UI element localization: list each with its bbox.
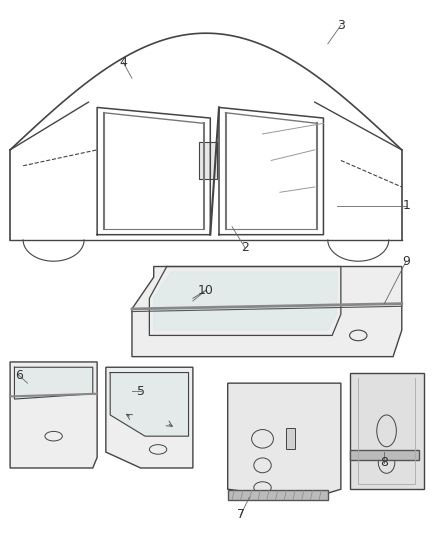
Polygon shape bbox=[132, 266, 402, 357]
Polygon shape bbox=[106, 367, 193, 468]
Polygon shape bbox=[110, 373, 188, 436]
Polygon shape bbox=[228, 383, 341, 500]
Text: 5: 5 bbox=[137, 385, 145, 398]
Text: 2: 2 bbox=[241, 241, 249, 254]
FancyBboxPatch shape bbox=[199, 142, 217, 179]
Text: 10: 10 bbox=[198, 284, 214, 297]
FancyBboxPatch shape bbox=[286, 428, 295, 449]
FancyBboxPatch shape bbox=[228, 490, 328, 500]
Text: 6: 6 bbox=[15, 369, 23, 382]
Polygon shape bbox=[154, 272, 336, 330]
Text: 4: 4 bbox=[119, 56, 127, 69]
Polygon shape bbox=[10, 362, 97, 468]
FancyBboxPatch shape bbox=[350, 450, 419, 460]
Text: 8: 8 bbox=[380, 456, 389, 469]
Polygon shape bbox=[14, 367, 93, 399]
Text: 1: 1 bbox=[402, 199, 410, 212]
Text: 3: 3 bbox=[337, 19, 345, 32]
Polygon shape bbox=[350, 373, 424, 489]
Text: 7: 7 bbox=[237, 508, 245, 521]
Text: 9: 9 bbox=[402, 255, 410, 268]
